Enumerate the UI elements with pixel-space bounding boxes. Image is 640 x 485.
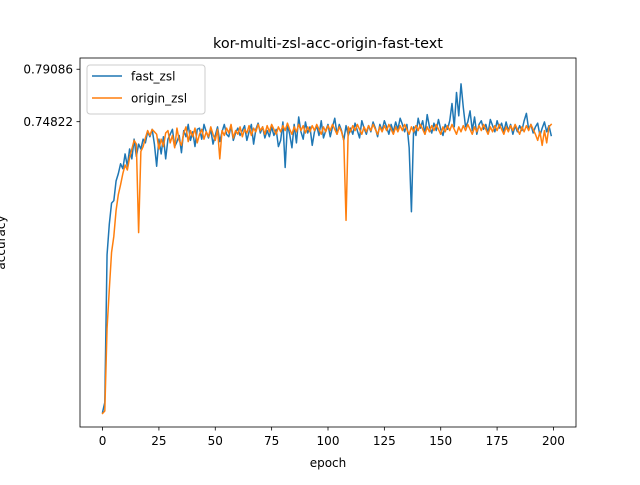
series-layer	[101, 83, 553, 415]
y-axis-label: accuracy	[0, 215, 8, 269]
series-line-origin-zsl	[101, 122, 553, 415]
x-tick-label: 75	[264, 434, 279, 448]
x-tick-label: 100	[317, 434, 340, 448]
x-tick-label: 200	[542, 434, 565, 448]
y-tick-label: 0.74822	[23, 115, 73, 129]
legend-frame	[86, 64, 206, 115]
legend: fast_zsl origin_zsl	[86, 64, 206, 115]
x-tick-label: 150	[429, 434, 452, 448]
x-tick-label: 50	[208, 434, 223, 448]
chart-title: kor-multi-zsl-acc-origin-fast-text	[213, 36, 443, 52]
x-tick-label: 125	[373, 434, 396, 448]
y-tick-label: 0.79086	[23, 63, 73, 77]
x-tick-label: 25	[151, 434, 166, 448]
x-axis-ticks: 0 25 50 75 100 125 150 175 200	[99, 427, 565, 448]
legend-label-origin-zsl: origin_zsl	[131, 92, 187, 106]
y-axis-ticks: 0.74822 0.79086	[23, 63, 80, 129]
legend-label-fast-zsl: fast_zsl	[131, 70, 175, 84]
x-axis-label: epoch	[310, 456, 347, 470]
x-tick-label: 0	[99, 434, 107, 448]
x-tick-label: 175	[486, 434, 509, 448]
